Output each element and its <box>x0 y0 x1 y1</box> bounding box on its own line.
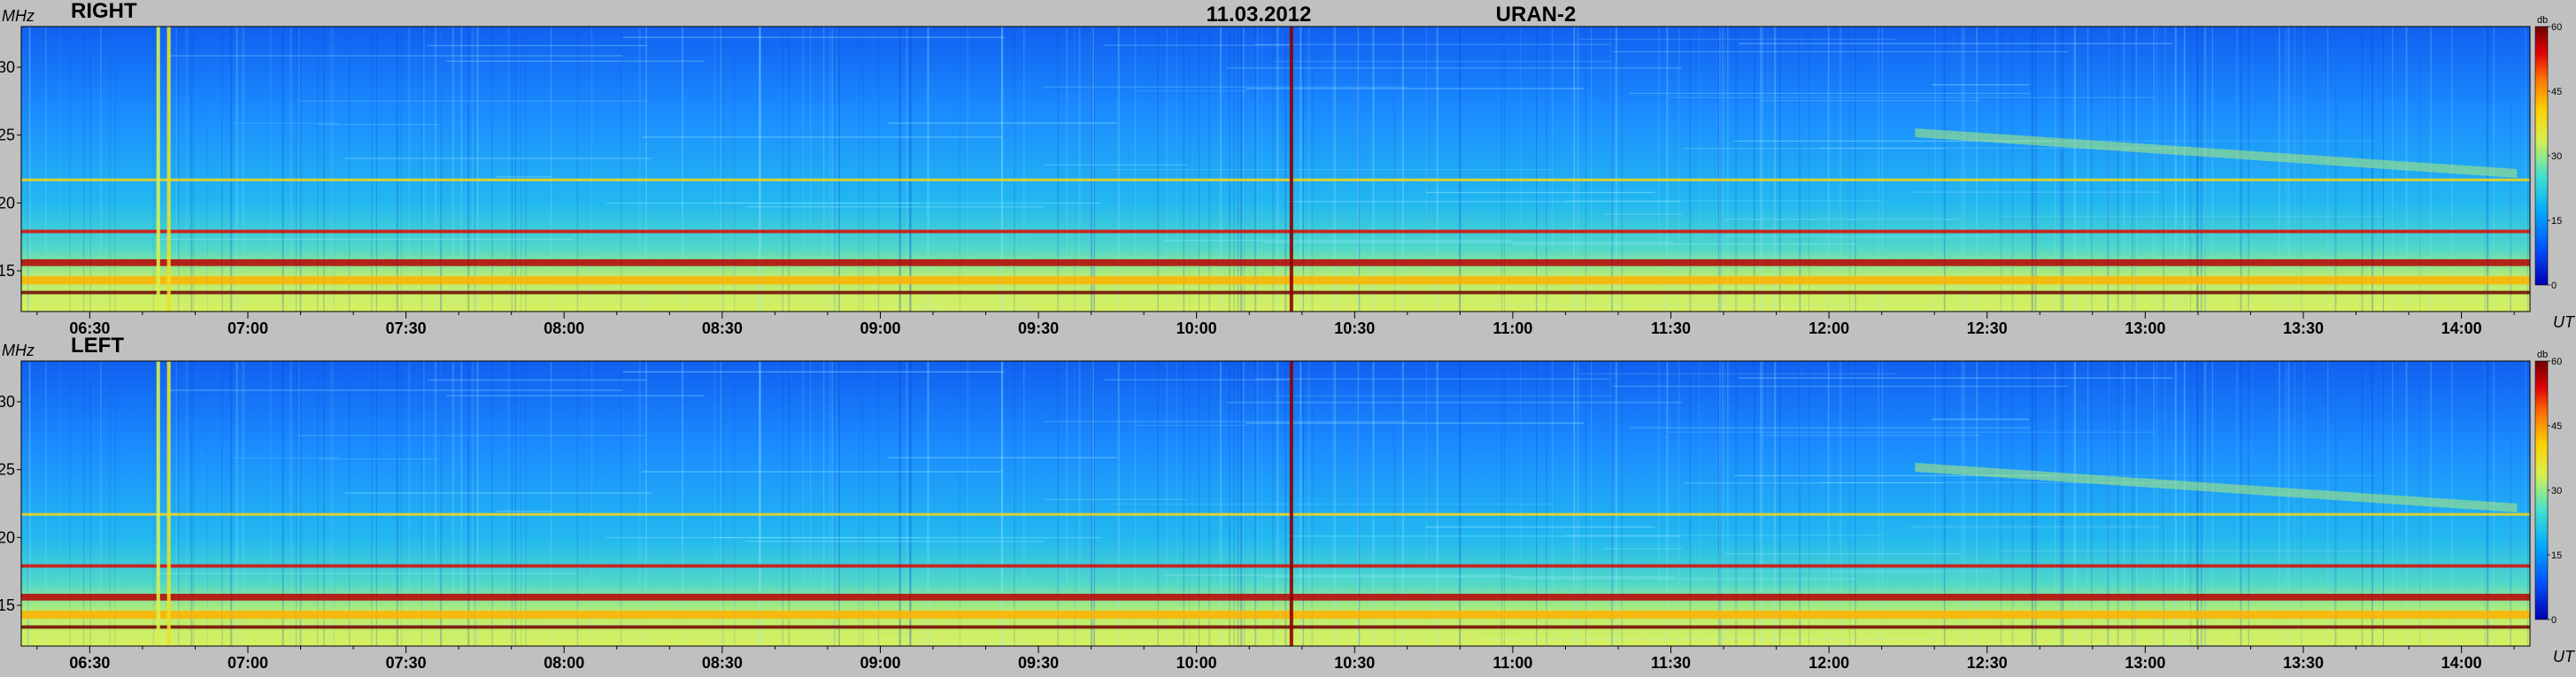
x-tick-label: 06:30 <box>69 654 110 672</box>
colorbar-tick-label: 30 <box>2551 151 2562 162</box>
x-axis-unit: UT <box>2553 313 2576 331</box>
interference-band <box>21 258 2530 266</box>
panel-left: LEFT MHz UT 15 20 25 30 06:30 07:00 07:30 08:00 08:… <box>0 334 2576 672</box>
x-tick-label: 14:00 <box>2441 654 2482 672</box>
interference-band <box>21 229 2530 234</box>
x-tick-label: 12:30 <box>1967 654 2008 672</box>
interference-band <box>21 611 2530 619</box>
y-tick-label: 30 <box>0 58 15 76</box>
colorbar-tick-label: 0 <box>2551 615 2557 626</box>
colorbar-tick-label: 60 <box>2551 357 2562 367</box>
instrument-label: URAN-2 <box>1496 3 1577 27</box>
x-tick-label: 12:00 <box>1809 654 1849 672</box>
interference-band <box>21 593 2530 601</box>
y-axis-unit: MHz <box>2 7 35 25</box>
drifting-emission <box>1915 463 2518 512</box>
x-tick-label: 09:30 <box>1018 654 1059 672</box>
y-tick-label: 25 <box>0 461 15 479</box>
x-tick-label: 09:00 <box>860 654 900 672</box>
colorbar-tick-label: 45 <box>2551 87 2562 97</box>
x-tick-label: 13:30 <box>2283 654 2324 672</box>
colorbar-unit: db <box>2537 15 2548 26</box>
x-tick-label: 09:30 <box>1018 319 1059 337</box>
y-tick-label: 20 <box>0 194 15 212</box>
colorbar <box>2534 360 2549 620</box>
colorbar-tick-label: 15 <box>2551 216 2562 227</box>
x-tick-label: 11:00 <box>1492 319 1532 337</box>
x-tick-label: 13:30 <box>2283 319 2324 337</box>
interference-band <box>21 564 2530 568</box>
colorbar-unit: db <box>2537 350 2548 360</box>
interference-band <box>21 625 2530 629</box>
y-tick-label: 30 <box>0 393 15 411</box>
radio-burst <box>156 361 160 646</box>
x-tick-label: 08:30 <box>702 654 743 672</box>
x-tick-label: 07:30 <box>386 319 427 337</box>
x-tick-label: 10:00 <box>1176 319 1217 337</box>
x-tick-label: 12:00 <box>1809 319 1849 337</box>
interference-band <box>21 178 2530 181</box>
x-tick-label: 11:00 <box>1492 654 1532 672</box>
radio-burst <box>166 361 171 646</box>
colorbar-tick-label: 45 <box>2551 421 2562 432</box>
x-tick-label: 11:30 <box>1651 654 1691 672</box>
x-tick-label: 11:30 <box>1651 319 1691 337</box>
x-tick-label: 07:00 <box>228 654 268 672</box>
spectrogram-texture <box>21 27 2530 312</box>
radio-burst <box>1289 361 1293 646</box>
interference-band <box>21 276 2530 285</box>
date-label: 11.03.2012 <box>1207 3 1312 27</box>
panel-title: LEFT <box>71 334 124 358</box>
x-tick-label: 13:00 <box>2125 319 2165 337</box>
panel-title: RIGHT <box>71 0 137 23</box>
radio-burst <box>166 27 171 312</box>
x-tick-label: 10:00 <box>1176 654 1217 672</box>
colorbar-tick-label: 30 <box>2551 486 2562 496</box>
x-tick-label: 12:30 <box>1967 319 2008 337</box>
spectrogram-texture <box>21 361 2530 646</box>
colorbar-tick-label: 60 <box>2551 22 2562 33</box>
y-axis-unit: MHz <box>2 342 35 359</box>
colorbar-tick-label: 15 <box>2551 550 2562 561</box>
radio-burst <box>1289 27 1293 312</box>
interference-band <box>21 512 2530 516</box>
y-tick-label: 15 <box>0 596 15 614</box>
y-tick-label: 15 <box>0 262 15 280</box>
plot-frame <box>20 360 2531 647</box>
x-tick-label: 10:30 <box>1334 654 1375 672</box>
x-tick-label: 08:30 <box>702 319 743 337</box>
x-tick-label: 13:00 <box>2125 654 2165 672</box>
colorbar-tick-label: 0 <box>2551 281 2557 291</box>
x-tick-label: 06:30 <box>69 319 110 337</box>
x-tick-label: 14:00 <box>2441 319 2482 337</box>
x-tick-label: 10:30 <box>1334 319 1375 337</box>
x-tick-label: 07:30 <box>386 654 427 672</box>
panel-right: RIGHT MHz UT 15 20 25 30 06:30 07:00 07:30 08:00 08… <box>0 0 2576 337</box>
drifting-emission <box>1915 128 2518 178</box>
colorbar <box>2534 26 2549 286</box>
x-tick-label: 09:00 <box>860 319 900 337</box>
x-tick-label: 08:00 <box>544 319 584 337</box>
y-tick-label: 25 <box>0 127 15 144</box>
x-tick-label: 07:00 <box>228 319 268 337</box>
x-axis-unit: UT <box>2553 648 2576 665</box>
radio-burst <box>156 27 160 312</box>
y-tick-label: 20 <box>0 528 15 546</box>
x-tick-label: 08:00 <box>544 654 584 672</box>
interference-band <box>21 290 2530 295</box>
plot-frame <box>20 26 2531 312</box>
